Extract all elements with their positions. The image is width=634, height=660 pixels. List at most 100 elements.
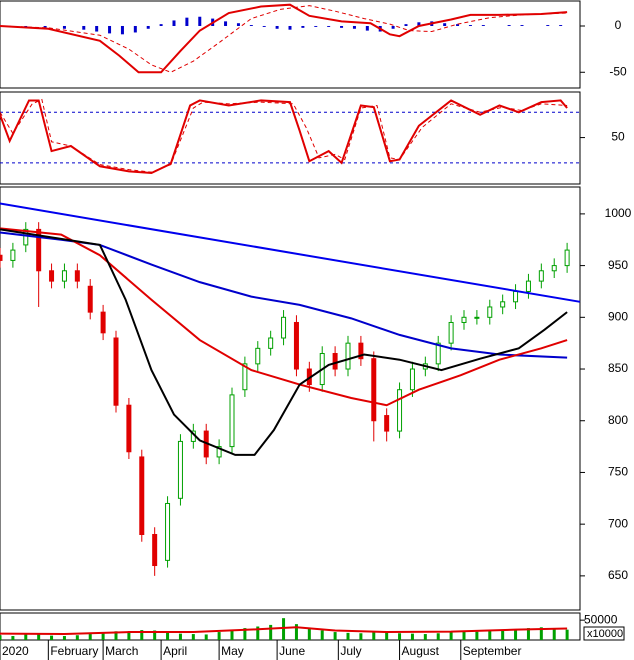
y-tick-label: 850: [608, 361, 628, 375]
histogram-bar: [340, 25, 344, 28]
volume-bar: [410, 633, 414, 640]
signal-line: [0, 98, 568, 173]
x-tick-label: April: [163, 644, 187, 658]
indicator-line: [0, 99, 568, 175]
histogram-bar: [120, 25, 124, 35]
y-tick-label: -50: [609, 64, 627, 78]
x-tick-label: February: [50, 644, 98, 658]
y-tick-label: 50: [611, 130, 625, 144]
volume-bar: [539, 627, 543, 640]
volume-bar: [140, 630, 144, 640]
histogram-bar: [456, 24, 460, 26]
panel-frame: [0, 0, 581, 89]
volume-bar: [333, 632, 337, 640]
candle-body: [397, 389, 403, 432]
x-tick-label: May: [221, 644, 244, 658]
histogram-bar: [43, 25, 47, 28]
candle-body: [126, 404, 132, 453]
candle-body: [216, 446, 222, 458]
histogram-bar: [82, 25, 86, 30]
panel-frame: [0, 186, 581, 611]
candle-body: [384, 415, 390, 432]
histogram-bar: [95, 25, 99, 32]
volume-bar: [346, 632, 350, 640]
volume-bar: [62, 636, 66, 640]
candle-body: [474, 316, 480, 319]
histogram-bar: [224, 21, 228, 26]
indicator-line: [0, 3, 568, 74]
candle-body: [87, 285, 93, 313]
candle-body: [564, 249, 570, 267]
histogram-bar: [327, 25, 331, 27]
indicator-line: [0, 626, 568, 636]
candle-body: [165, 502, 171, 561]
volume-bar: [488, 630, 492, 640]
candle-body: [448, 321, 454, 344]
histogram-bar: [352, 25, 356, 29]
x-tick-label: March: [105, 644, 138, 658]
volume-bar: [75, 635, 79, 640]
histogram-bar: [288, 25, 292, 30]
histogram-bar: [468, 25, 472, 26]
y-tick-label: 900: [608, 309, 628, 323]
volume-bar: [372, 631, 376, 640]
volume-bar: [127, 632, 131, 640]
y-tick-label: 650: [608, 568, 628, 582]
candle-body: [345, 342, 351, 370]
volume-bar: [282, 618, 286, 640]
x-tick-label: September: [463, 644, 522, 658]
volume-bar: [552, 628, 556, 640]
candle-body: [36, 228, 42, 272]
y-tick-label: 950: [608, 258, 628, 272]
volume-bar: [359, 633, 363, 640]
volume-bar: [37, 633, 41, 640]
volume-bar: [294, 624, 298, 640]
candle-body: [525, 280, 531, 292]
histogram-bar: [133, 25, 137, 33]
unit-box: [583, 626, 625, 641]
volume-bar: [0, 635, 2, 640]
histogram-bar: [365, 25, 369, 31]
volume-bar: [398, 633, 402, 640]
x-tick-label: July: [340, 644, 361, 658]
volume-bar: [50, 635, 54, 640]
histogram-bar: [404, 24, 408, 26]
y-tick-label: 50000: [584, 612, 618, 626]
indicator-line: [0, 202, 581, 303]
volume-bar: [475, 631, 479, 640]
candle-body: [100, 311, 106, 334]
histogram-bar: [314, 25, 318, 27]
volume-bar: [166, 632, 170, 640]
volume-bar: [565, 629, 569, 640]
y-tick-label: 1000: [605, 206, 632, 220]
candle-body: [255, 347, 261, 365]
candle-body: [435, 342, 441, 365]
histogram-bar: [172, 20, 176, 26]
histogram-bar: [417, 22, 421, 26]
volume-bar: [449, 632, 453, 640]
volume-bar: [230, 629, 234, 640]
candle-body: [268, 337, 274, 349]
volume-bar: [501, 630, 505, 640]
candle-body: [229, 394, 235, 448]
volume-bar: [178, 633, 182, 640]
candle-body: [281, 316, 287, 339]
candle-body: [538, 270, 544, 282]
histogram-bar: [159, 24, 163, 26]
candle-body: [293, 321, 299, 370]
histogram-bar: [262, 25, 266, 27]
volume-bar: [243, 628, 247, 640]
histogram-bar: [236, 23, 240, 26]
volume-bar: [526, 628, 530, 640]
candle-body: [332, 353, 338, 370]
histogram-bar: [520, 25, 524, 26]
volume-bar: [11, 636, 15, 640]
volume-bar: [256, 626, 260, 640]
volume-bar: [153, 630, 157, 640]
y-tick-label: 750: [608, 465, 628, 479]
volume-bar: [88, 634, 92, 640]
histogram-bar: [275, 25, 279, 29]
candle-body: [409, 368, 415, 391]
candle-body: [358, 342, 364, 360]
